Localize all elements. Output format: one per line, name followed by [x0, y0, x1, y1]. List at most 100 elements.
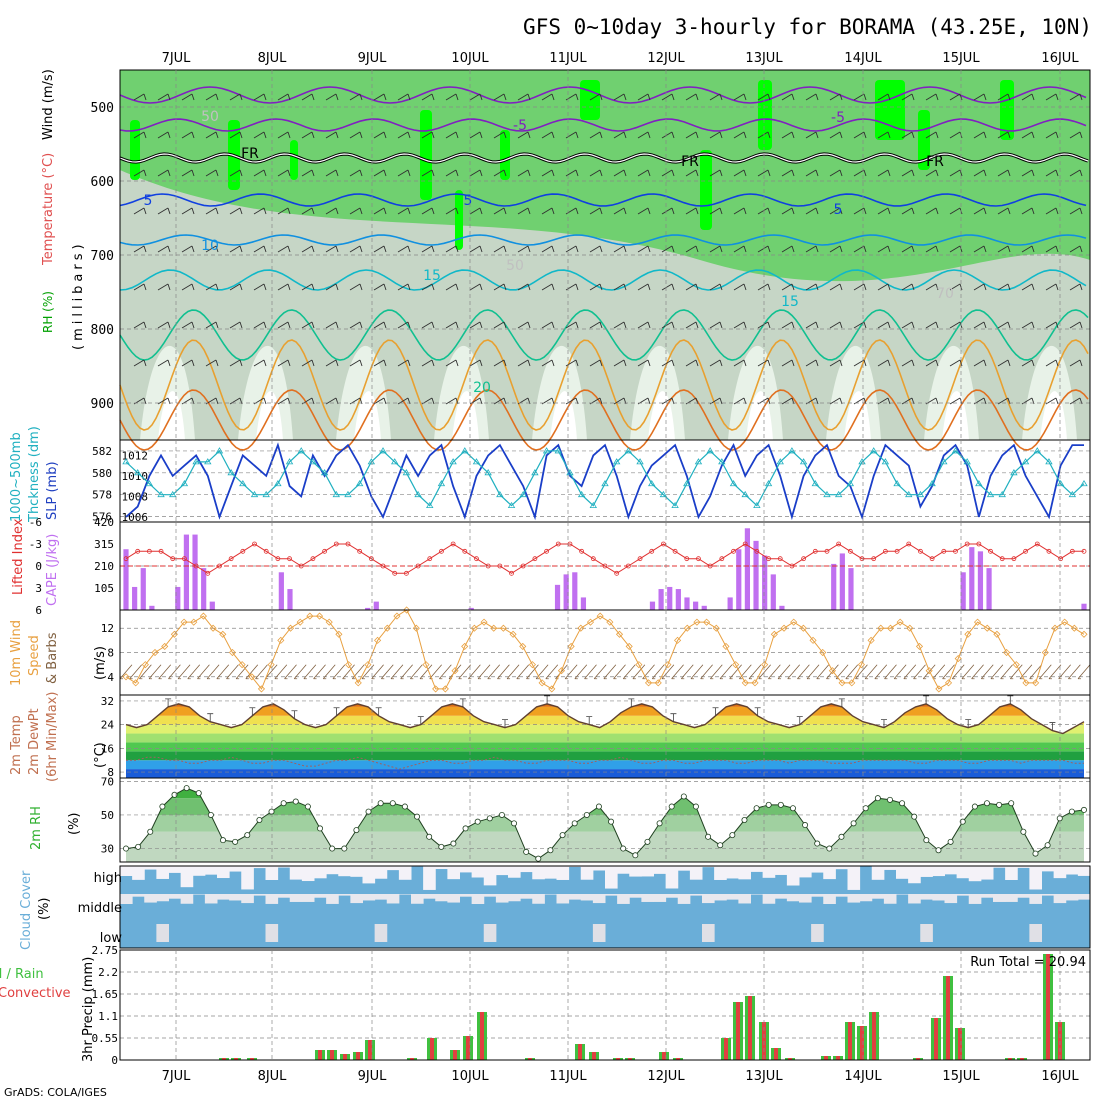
cloud-high-gap: [168, 866, 182, 873]
wind-marker: [345, 661, 353, 669]
barb: [181, 169, 195, 177]
thickness-marker: [986, 490, 995, 498]
cape-bar: [1081, 603, 1087, 610]
rh2m-marker: [353, 827, 360, 834]
rh-band-mid: [120, 170, 1090, 282]
wind-marker: [606, 618, 614, 626]
cape-bar: [183, 534, 190, 610]
temp-tick: 24: [101, 719, 115, 732]
rh2m-marker: [304, 803, 311, 810]
precip-tick: 1.65: [92, 988, 119, 1001]
precip-conv-bar: [368, 1040, 372, 1060]
contour-label: 5: [464, 193, 473, 209]
wind-barb: [332, 664, 346, 680]
barb: [901, 283, 915, 291]
thickness-marker: [648, 479, 656, 487]
label-rh: RH (%): [41, 291, 55, 333]
li-marker: [590, 556, 596, 562]
barb: [253, 359, 267, 367]
barb: [157, 245, 171, 253]
cape-bar: [779, 605, 785, 610]
cloud-mid-gap: [168, 894, 182, 899]
wind-barb: [293, 664, 307, 680]
cloud-high-gap: [823, 866, 836, 880]
cloud-high-gap: [386, 866, 400, 871]
thickness-marker: [297, 447, 305, 454]
rh2m-marker: [523, 848, 530, 855]
barb: [661, 93, 675, 101]
barb: [445, 321, 459, 329]
cape-tick: 105: [94, 582, 114, 595]
chart-title: GFS 0~10day 3-hourly for BORAMA (43.25E,…: [523, 15, 1092, 39]
temp-band: [126, 760, 1084, 770]
rh2m-marker: [996, 801, 1003, 808]
wind-marker: [577, 624, 585, 632]
minmax-whisker: [375, 707, 382, 716]
barb: [1045, 93, 1059, 101]
barb: [949, 359, 963, 367]
rh2m-marker: [123, 845, 130, 852]
lifted-index-cape-panel: -6 -3 0 3 6 420 315 210 105: [29, 516, 1091, 617]
barb: [493, 207, 507, 215]
barb: [133, 359, 147, 367]
li-marker: [205, 570, 211, 576]
barb: [973, 169, 987, 177]
thickness-marker: [355, 479, 364, 487]
wind-barb: [893, 664, 907, 680]
slp-tick: 1010: [122, 470, 149, 483]
cloud-low-gap: [265, 924, 279, 942]
rh-panel: 70 50 30: [101, 775, 1091, 863]
wind-barb: [748, 664, 762, 680]
thick-tick: 580: [92, 467, 112, 480]
wind-marker: [1051, 624, 1059, 632]
barb: [901, 169, 915, 177]
li-marker: [1011, 556, 1017, 562]
day-label-bottom: 8JUL: [258, 1069, 288, 1084]
wind-marker: [335, 630, 343, 638]
barb: [565, 321, 579, 329]
barb: [613, 283, 627, 291]
rh2m-marker: [886, 796, 893, 803]
wind-marker: [712, 624, 720, 632]
minmax-whisker: [880, 719, 887, 728]
label-rh2m-unit: (%): [67, 813, 82, 836]
cloud-high-gap: [726, 866, 739, 879]
day-axes: 7JUL 7JUL 8JUL 8JUL 9JUL 9JUL 10JUL 10JUL 11JUL 1…: [162, 51, 1080, 1084]
li-marker: [1023, 548, 1028, 554]
cape-bar: [831, 563, 837, 610]
barb: [709, 169, 723, 177]
barb: [901, 245, 915, 253]
wind-marker: [354, 679, 362, 687]
minmax-whisker: [1007, 695, 1014, 704]
barb: [709, 207, 723, 215]
day-label-top: 15JUL: [942, 51, 980, 66]
wind-marker: [451, 667, 459, 675]
wind-marker: [741, 679, 749, 687]
barb: [181, 93, 195, 101]
barb: [613, 245, 627, 253]
wind-marker: [1041, 648, 1049, 657]
contour-label: -5: [513, 118, 527, 134]
minmax-whisker: [965, 719, 972, 728]
wind-barb: [593, 664, 607, 680]
contour-neg5: [119, 118, 1087, 132]
rh2m-marker: [789, 805, 796, 812]
li-marker: [579, 548, 585, 554]
wind-barb: [284, 664, 297, 680]
minmax-whisker: [544, 695, 551, 704]
barb: [901, 131, 915, 139]
barb: [181, 207, 195, 215]
wind-barb: [439, 664, 452, 680]
day-label-bottom: 14JUL: [844, 1069, 882, 1084]
wind-barb: [158, 664, 172, 680]
li-marker: [252, 541, 257, 547]
wind-marker: [809, 636, 817, 644]
barb: [157, 93, 171, 101]
wind-marker: [1061, 618, 1069, 626]
barb: [1069, 131, 1083, 139]
li-marker: [999, 556, 1005, 562]
thickness-marker: [671, 501, 679, 508]
precip-conv-bar: [616, 1058, 620, 1060]
barb: [829, 93, 843, 101]
li-marker: [439, 548, 444, 554]
